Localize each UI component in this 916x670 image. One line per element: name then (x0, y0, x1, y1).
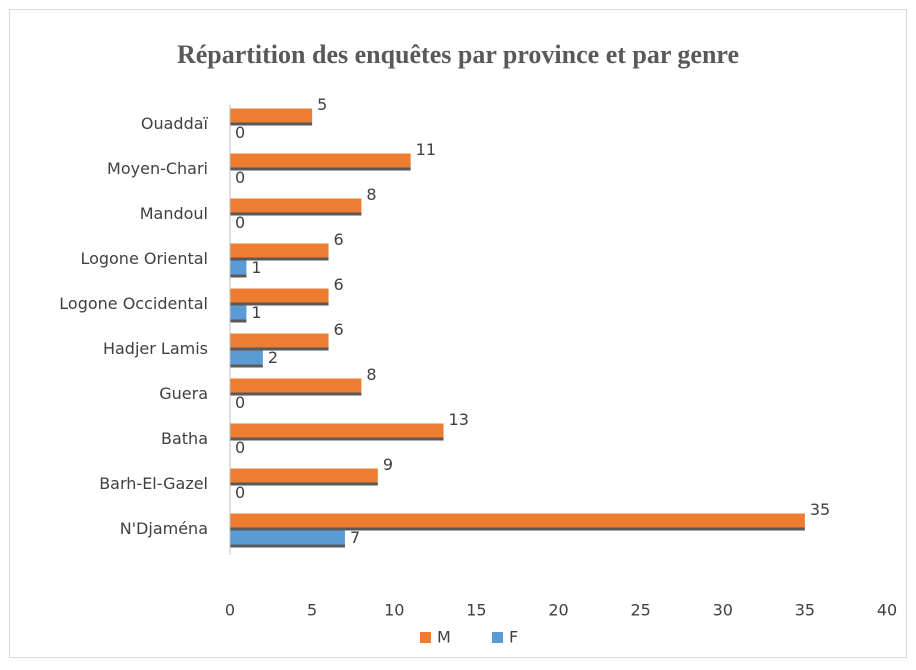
data-label: 0 (235, 438, 245, 457)
bar (230, 378, 362, 393)
data-label: 6 (334, 230, 344, 249)
data-label: 11 (416, 140, 436, 159)
legend-swatch (492, 632, 503, 643)
bar (230, 530, 345, 545)
bar-shadow (230, 274, 247, 278)
data-label: 0 (235, 393, 245, 412)
x-tick-label: 10 (384, 601, 404, 620)
y-tick-label: Barh-El-Gazel (99, 474, 208, 493)
data-label: 6 (334, 275, 344, 294)
bar (230, 153, 411, 168)
data-label: 6 (334, 320, 344, 339)
bar-shadow (230, 302, 329, 306)
bar (230, 333, 329, 348)
data-label: 9 (383, 455, 393, 474)
data-label: 0 (235, 483, 245, 502)
bar-shadow (230, 257, 329, 261)
bar-shadow (230, 167, 411, 171)
bar (230, 243, 329, 258)
x-tick-label: 25 (630, 601, 650, 620)
y-tick-label: Logone Occidental (59, 294, 208, 313)
bar (230, 305, 247, 320)
bar-shadow (230, 122, 313, 126)
data-label: 8 (366, 365, 376, 384)
data-label: 1 (251, 258, 261, 277)
bar-shadow (230, 347, 329, 351)
chart-border (9, 9, 907, 658)
y-tick-label: Guera (159, 384, 208, 403)
data-label: 0 (235, 123, 245, 142)
bar-shadow (230, 319, 247, 323)
legend-swatch (420, 632, 431, 643)
y-tick-label: Batha (161, 429, 208, 448)
bar (230, 108, 313, 123)
data-label: 0 (235, 168, 245, 187)
data-label: 7 (350, 528, 360, 547)
bar-shadow (230, 364, 263, 368)
bar-shadow (230, 392, 362, 396)
data-label: 0 (235, 213, 245, 232)
y-tick-label: Moyen-Chari (107, 159, 208, 178)
bar (230, 513, 805, 528)
y-tick-label: Logone Oriental (80, 249, 208, 268)
bar (230, 423, 444, 438)
data-label: 13 (449, 410, 469, 429)
legend-label: M (437, 628, 451, 647)
bar-shadow (230, 544, 345, 548)
chart-title: Répartition des enquêtes par province et… (177, 40, 739, 69)
bar-shadow (230, 437, 444, 441)
x-tick-label: 15 (466, 601, 486, 620)
legend-label: F (509, 628, 518, 647)
y-tick-label: Ouaddaï (141, 114, 209, 133)
y-tick-label: Mandoul (140, 204, 208, 223)
bar (230, 198, 362, 213)
y-tick-label: N'Djaména (120, 519, 208, 538)
y-tick-label: Hadjer Lamis (103, 339, 208, 358)
x-tick-label: 40 (877, 601, 897, 620)
bar (230, 288, 329, 303)
x-tick-label: 0 (225, 601, 235, 620)
bar (230, 260, 247, 275)
data-label: 8 (366, 185, 376, 204)
data-label: 2 (268, 348, 278, 367)
x-tick-label: 30 (713, 601, 733, 620)
x-tick-label: 5 (307, 601, 317, 620)
x-tick-label: 20 (548, 601, 568, 620)
data-label: 1 (251, 303, 261, 322)
bar (230, 468, 378, 483)
x-tick-label: 35 (795, 601, 815, 620)
bar-shadow (230, 527, 805, 531)
data-label: 35 (810, 500, 830, 519)
bar (230, 350, 263, 365)
data-label: 5 (317, 95, 327, 114)
bar-shadow (230, 212, 362, 216)
bar-shadow (230, 482, 378, 486)
